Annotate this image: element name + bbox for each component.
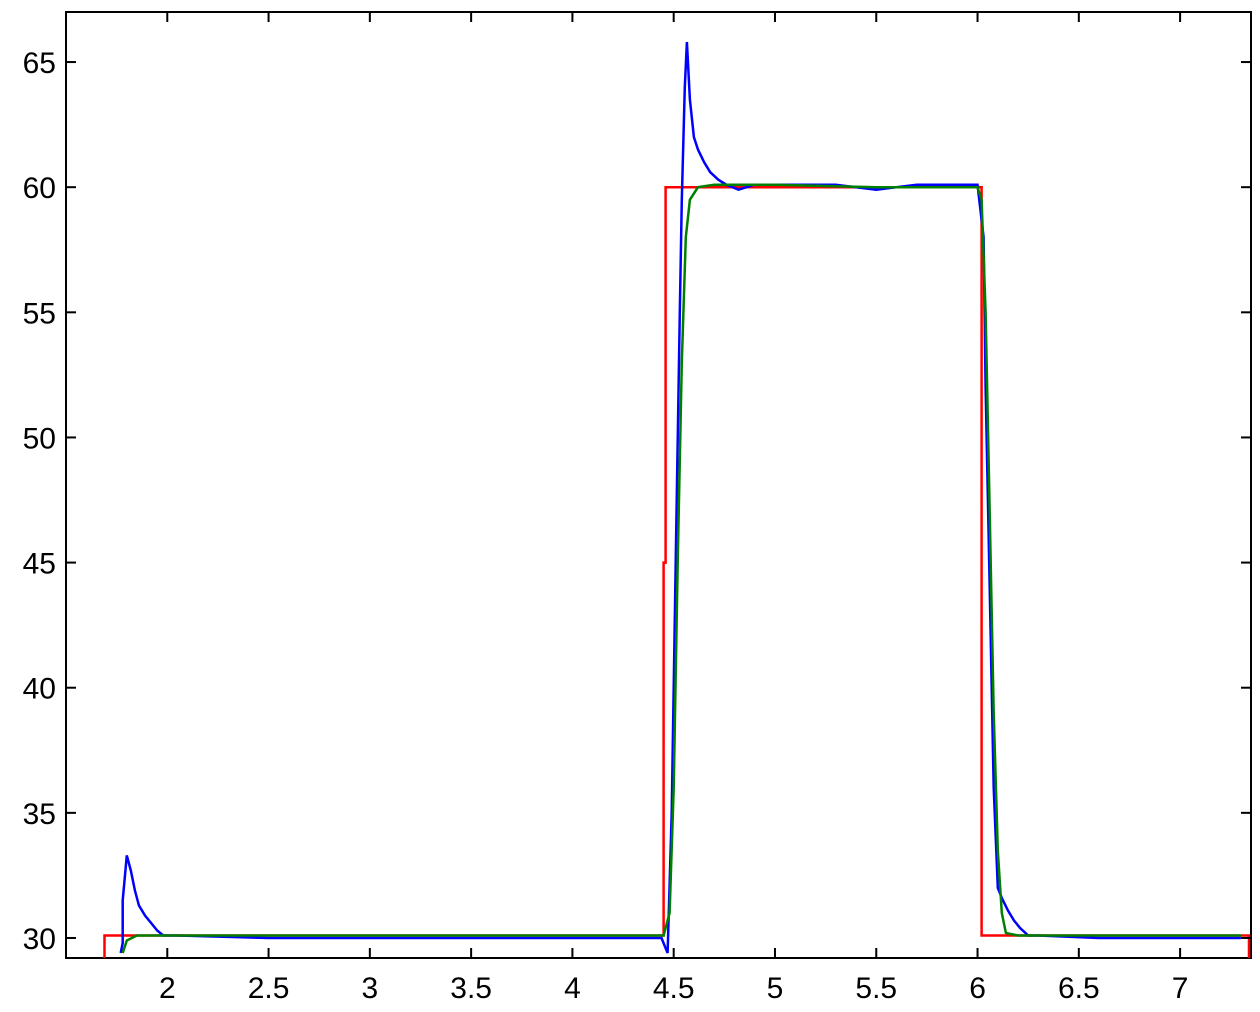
- y-tick-label: 55: [23, 297, 56, 330]
- y-tick-label: 45: [23, 548, 56, 581]
- x-tick-label: 3.5: [450, 972, 492, 1005]
- x-tick-label: 5.5: [855, 972, 897, 1005]
- x-tick-label: 4.5: [653, 972, 695, 1005]
- plot-area: [65, 11, 1252, 959]
- x-tick-label: 6: [969, 972, 986, 1005]
- y-tick-label: 60: [23, 172, 56, 205]
- x-tick-label: 5: [767, 972, 784, 1005]
- x-tick-label: 3: [362, 972, 379, 1005]
- y-tick-label: 35: [23, 798, 56, 831]
- x-tick-label: 4: [564, 972, 581, 1005]
- y-tick-label: 65: [23, 47, 56, 80]
- x-tick-label: 2: [159, 972, 176, 1005]
- series-line-3: [121, 183, 1241, 954]
- x-tick-label: 7: [1172, 972, 1189, 1005]
- x-tick-label: 2.5: [248, 972, 290, 1005]
- y-tick-label: 40: [23, 673, 56, 706]
- y-tick-label: 30: [23, 923, 56, 956]
- y-tick-label: 50: [23, 422, 56, 455]
- x-tick-label: 6.5: [1058, 972, 1100, 1005]
- x-axis-ticks: 2 2.5 3 3.5 4 4.5 5 5.5 6 6.5 7: [159, 12, 1189, 1005]
- y-axis-ticks: 30 35 40 45 50 55 60 65: [23, 47, 1251, 956]
- series-layer: [103, 41, 1251, 958]
